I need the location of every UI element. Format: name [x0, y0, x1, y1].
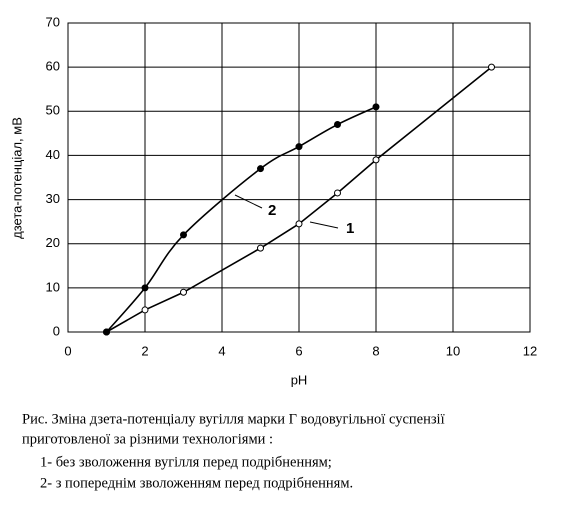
data-point: [257, 244, 264, 252]
x-tick-label: 6: [295, 343, 302, 358]
data-point: [103, 328, 110, 336]
y-tick-label: 10: [46, 279, 60, 294]
series-line: [105, 106, 377, 333]
data-point: [180, 288, 187, 296]
x-tick-label: 10: [446, 343, 460, 358]
data-point: [334, 121, 341, 129]
caption-line: приготовленої за різними технологіями :: [22, 431, 273, 447]
x-axis-label: pH: [291, 372, 308, 387]
data-point: [141, 284, 149, 292]
y-tick-label: 50: [46, 103, 60, 118]
data-point: [372, 103, 380, 111]
y-tick-label: 70: [46, 14, 60, 29]
series-label: 2: [268, 202, 276, 219]
y-tick-label: 20: [46, 235, 60, 250]
x-tick-label: 0: [64, 343, 71, 358]
series-line: [106, 66, 493, 333]
annotation-leader: [309, 221, 339, 229]
caption-line: Рис. Зміна дзета-потенціалу вугілля марк…: [22, 411, 445, 427]
x-tick-label: 12: [523, 343, 537, 358]
data-point: [334, 189, 341, 197]
data-point: [180, 231, 187, 239]
y-tick-label: 60: [46, 59, 60, 74]
data-point: [141, 306, 149, 314]
x-tick-label: 2: [141, 343, 148, 358]
data-point: [257, 165, 264, 173]
caption-line: 1- без зволоження вугілля перед подрібне…: [40, 454, 332, 470]
x-tick-label: 4: [218, 343, 225, 358]
data-point: [295, 220, 303, 228]
y-axis-label: дзета-потенціал, мВ: [9, 117, 24, 239]
data-point: [372, 156, 380, 164]
caption-line: 2- з попереднім зволоженням перед подріб…: [40, 475, 353, 491]
y-tick-label: 30: [46, 191, 60, 206]
data-point: [488, 63, 495, 71]
series-label: 1: [346, 220, 354, 237]
data-point: [295, 143, 303, 151]
annotation-leader: [234, 194, 263, 209]
x-tick-label: 8: [372, 343, 379, 358]
y-tick-label: 40: [46, 147, 60, 162]
y-tick-label: 0: [53, 323, 60, 338]
